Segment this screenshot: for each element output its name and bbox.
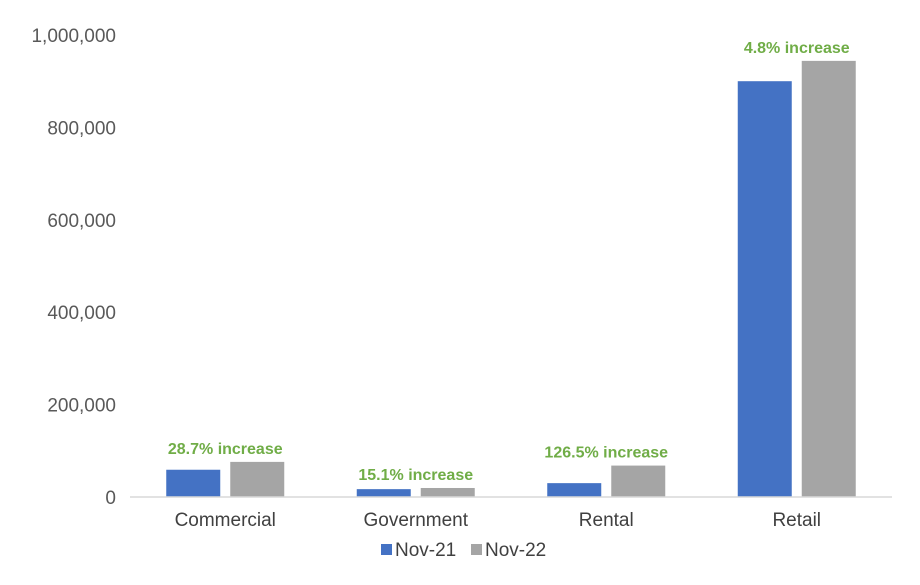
increase-annotation: 15.1% increase [358,467,473,484]
legend-swatch-nov-22 [471,544,482,555]
bar-nov-22-commercial [230,461,285,497]
increase-annotation: 126.5% increase [544,445,668,462]
y-axis: 0 200,000 400,000 600,000 800,000 1,000,000 [31,26,116,509]
y-tick-label: 800,000 [47,118,116,139]
x-category-label: Retail [772,510,821,531]
x-category-label: Commercial [175,510,276,531]
y-tick-label: 200,000 [47,396,116,417]
legend-label: Nov-22 [485,540,546,561]
bar-nov-21-commercial [166,469,221,497]
bars [166,60,856,497]
x-category-label: Rental [579,510,634,531]
bar-nov-22-government [420,487,475,497]
y-tick-label: 0 [105,488,116,509]
increase-annotation: 28.7% increase [168,441,283,458]
legend-label: Nov-21 [395,540,456,561]
x-category-label: Government [363,510,468,531]
legend: Nov-21 Nov-22 [381,540,546,561]
bar-nov-21-retail [737,81,792,497]
bar-nov-22-retail [801,60,856,497]
bar-nov-22-rental [611,465,666,497]
x-axis-categories: Commercial Government Rental Retail [175,510,821,531]
annotations: 28.7% increase 15.1% increase 126.5% incre… [168,40,850,484]
y-tick-label: 400,000 [47,303,116,324]
increase-annotation: 4.8% increase [744,40,850,57]
legend-swatch-nov-21 [381,544,392,555]
y-tick-label: 1,000,000 [31,26,116,47]
y-tick-label: 600,000 [47,211,116,232]
bar-nov-21-rental [547,483,602,497]
bar-nov-21-government [356,489,411,497]
